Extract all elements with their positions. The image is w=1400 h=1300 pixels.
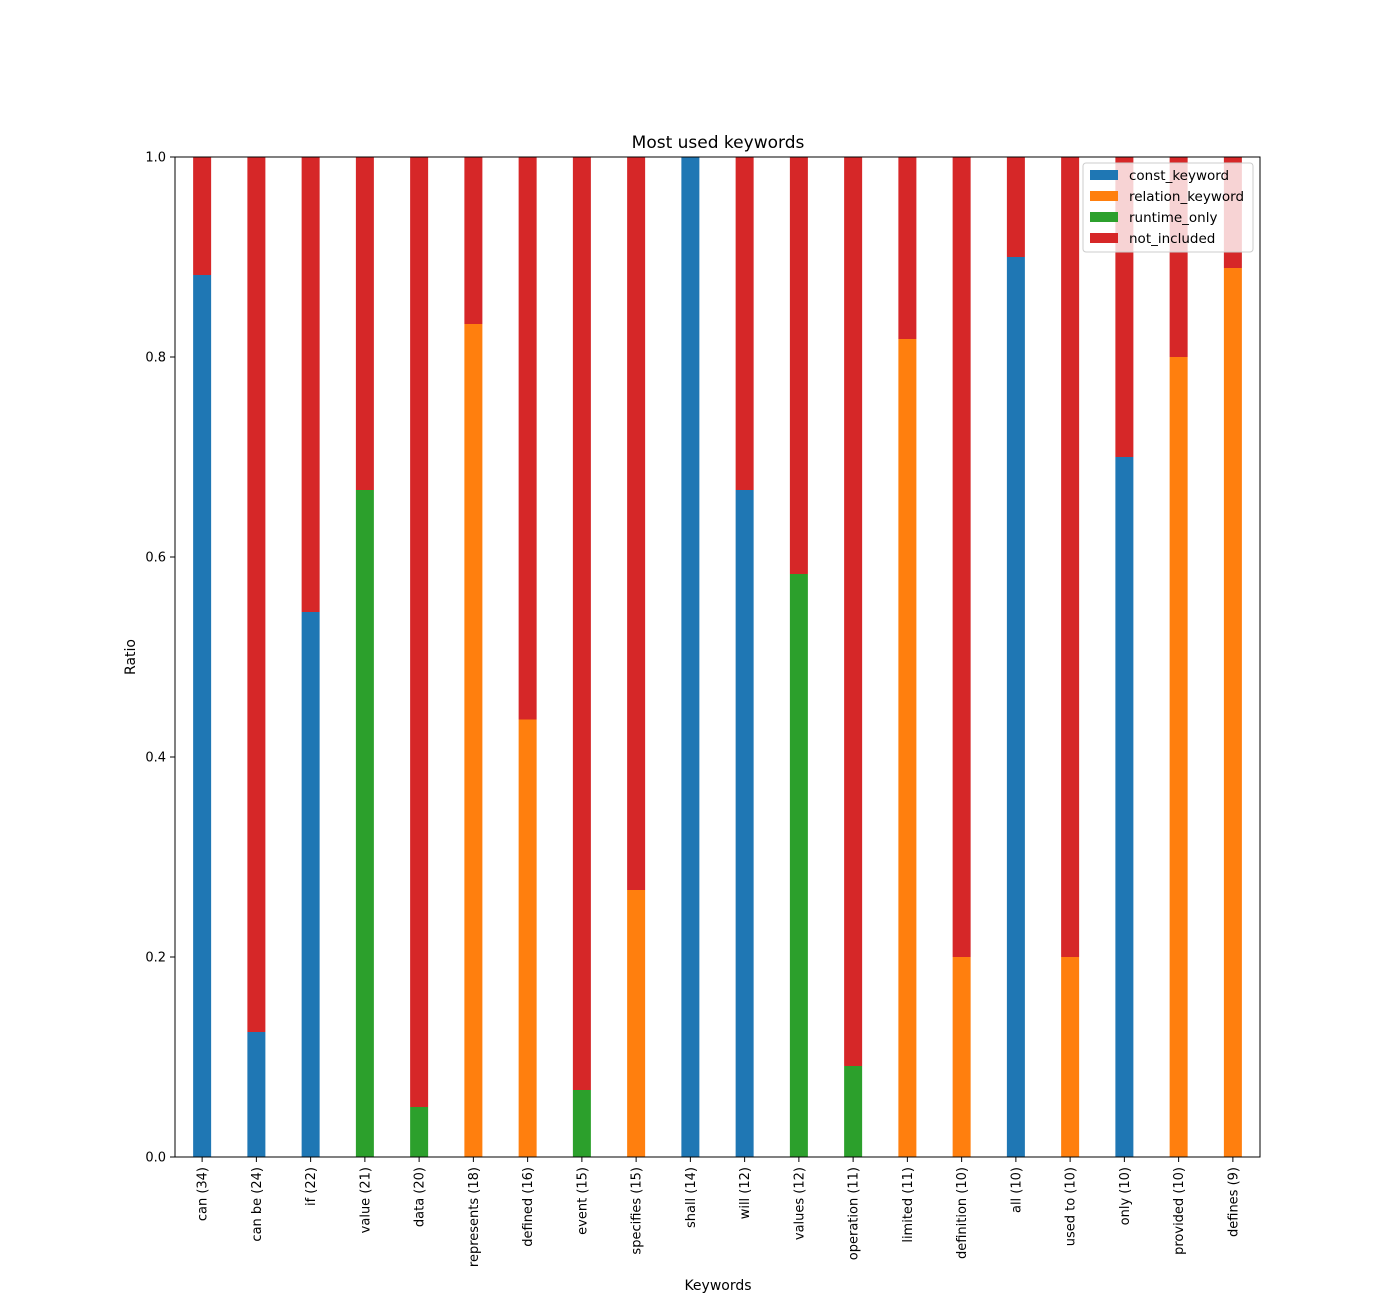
bar-relation_keyword-14	[952, 957, 971, 1157]
y-axis-title: Ratio	[123, 639, 139, 675]
bar-runtime_only-7	[572, 1090, 591, 1157]
bar-not_included-4	[410, 157, 429, 1107]
legend-label-not_included: not_included	[1129, 231, 1215, 247]
x-tick-label: will (12)	[738, 1167, 753, 1219]
bar-relation_keyword-5	[464, 324, 483, 1157]
bar-not_included-2	[301, 157, 320, 612]
x-tick-label: can (34)	[196, 1167, 211, 1221]
bar-not_included-3	[355, 157, 374, 490]
y-tick-label: 0.4	[145, 751, 166, 766]
bar-not_included-6	[518, 157, 537, 720]
bar-const_keyword-1	[247, 1032, 266, 1157]
x-tick-label: defines (9)	[1226, 1167, 1241, 1237]
x-tick-label: definition (10)	[955, 1167, 970, 1259]
bar-const_keyword-17	[1115, 457, 1134, 1157]
legend: const_keyword relation_keyword runtime_onl…	[1082, 162, 1254, 253]
y-tick-label: 0.2	[145, 951, 166, 966]
x-tick-label: limited (11)	[901, 1167, 916, 1243]
bar-runtime_only-4	[410, 1107, 429, 1157]
legend-swatch-not_included	[1090, 233, 1118, 243]
bar-not_included-13	[898, 157, 917, 339]
bar-not_included-12	[844, 157, 863, 1066]
bar-not_included-7	[572, 157, 591, 1090]
x-tick-label: represents (18)	[467, 1167, 482, 1267]
legend-label-runtime_only: runtime_only	[1129, 210, 1217, 226]
y-tick-label: 1.0	[145, 151, 166, 166]
x-tick-label: all (10)	[1009, 1167, 1024, 1213]
legend-swatch-const_keyword	[1090, 170, 1118, 180]
x-tick-label: only (10)	[1118, 1167, 1133, 1225]
bar-not_included-1	[247, 157, 266, 1032]
y-tick-label: 0.8	[145, 351, 166, 366]
bar-const_keyword-0	[193, 275, 212, 1157]
bar-not_included-10	[735, 157, 754, 490]
bar-relation_keyword-6	[518, 719, 537, 1157]
x-tick-label: defined (16)	[521, 1167, 536, 1247]
bar-not_included-16	[1061, 157, 1080, 957]
bar-const_keyword-2	[301, 612, 320, 1157]
chart-title: Most used keywords	[632, 133, 805, 153]
bar-relation_keyword-18	[1169, 357, 1188, 1157]
x-tick-label: provided (10)	[1172, 1167, 1187, 1255]
x-tick-label: used to (10)	[1064, 1167, 1079, 1246]
legend-swatch-runtime_only	[1090, 212, 1118, 222]
x-tick-label: can be (24)	[250, 1167, 265, 1242]
y-tick-label: 0.6	[145, 551, 166, 566]
x-tick-label: data (20)	[413, 1167, 428, 1227]
bar-relation_keyword-8	[627, 890, 646, 1157]
legend-swatch-relation_keyword	[1090, 191, 1118, 201]
bar-not_included-0	[193, 157, 212, 275]
x-tick-label: shall (14)	[684, 1167, 699, 1228]
bar-const_keyword-10	[735, 490, 754, 1157]
legend-box	[1082, 162, 1254, 253]
bar-relation_keyword-16	[1061, 957, 1080, 1157]
bar-not_included-5	[464, 157, 483, 324]
legend-label-relation_keyword: relation_keyword	[1129, 189, 1244, 205]
bar-not_included-15	[1006, 157, 1025, 257]
bar-runtime_only-12	[844, 1066, 863, 1157]
x-tick-label: value (21)	[358, 1167, 373, 1233]
x-tick-label: specifies (15)	[630, 1167, 645, 1255]
bar-not_included-14	[952, 157, 971, 957]
legend-label-const_keyword: const_keyword	[1129, 168, 1229, 184]
plot-area: 0.0 0.2 0.4 0.6 0.8 1.0 can (34) can be (24) if …	[145, 151, 1261, 1267]
bar-not_included-11	[789, 157, 808, 574]
plot-frame	[174, 156, 1261, 1158]
bar-relation_keyword-13	[898, 339, 917, 1157]
bar-runtime_only-11	[789, 574, 808, 1157]
bar-relation_keyword-19	[1223, 268, 1242, 1157]
x-axis-title: Keywords	[684, 1278, 751, 1294]
x-tick-label: if (22)	[304, 1167, 319, 1206]
y-tick-label: 0.0	[145, 1151, 166, 1166]
bar-const_keyword-15	[1006, 257, 1025, 1157]
bar-const_keyword-9	[681, 157, 700, 1157]
x-tick-label: operation (11)	[847, 1167, 862, 1260]
x-tick-label: values (12)	[792, 1167, 807, 1240]
x-tick-label: event (15)	[575, 1167, 590, 1235]
bar-runtime_only-3	[355, 490, 374, 1157]
bar-not_included-8	[627, 157, 646, 890]
